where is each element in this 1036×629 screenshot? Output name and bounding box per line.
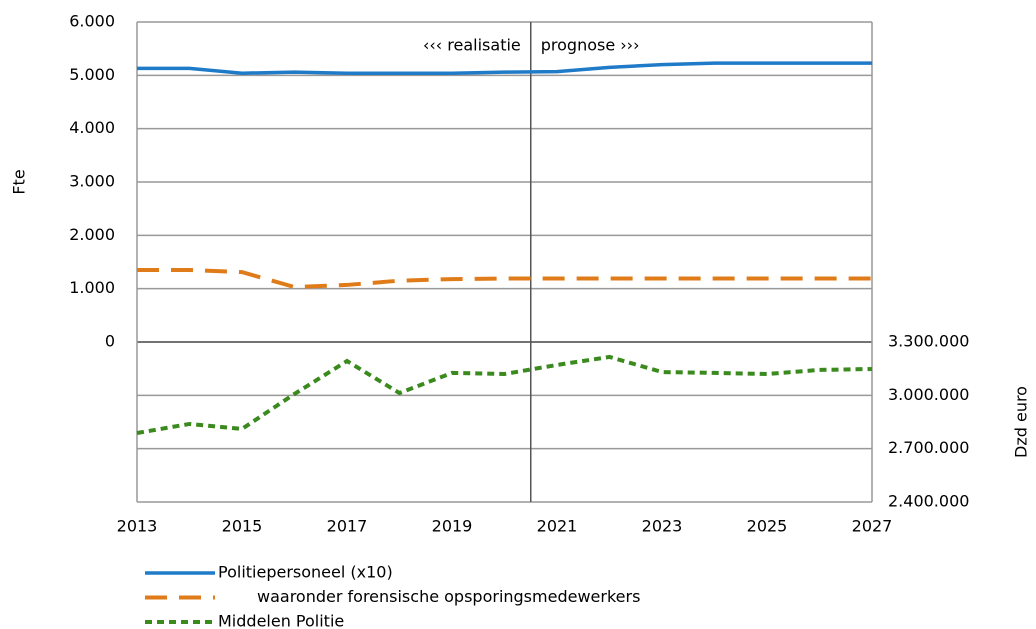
x-tick-label: 2017 bbox=[327, 517, 368, 536]
legend-label: Politiepersoneel (x10) bbox=[218, 563, 393, 582]
y2-tick-label: 3.300.000 bbox=[888, 332, 969, 351]
y2-axis-label: Dzd euro bbox=[1012, 386, 1031, 458]
series-line bbox=[137, 268, 872, 290]
y-tick-label: 3.000 bbox=[69, 172, 115, 191]
y-tick-label: 6.000 bbox=[69, 12, 115, 31]
annotation: prognose ››› bbox=[541, 36, 640, 55]
legend-label: waaronder forensische opsporingsmedewerk… bbox=[257, 587, 640, 606]
y-tick-label: 4.000 bbox=[69, 118, 115, 137]
x-tick-label: 2013 bbox=[117, 517, 158, 536]
y2-tick-label: 2.400.000 bbox=[888, 492, 969, 511]
x-tick-label: 2015 bbox=[222, 517, 263, 536]
y-tick-label: 0 bbox=[105, 332, 115, 351]
series-line bbox=[137, 61, 872, 75]
y-tick-label: 2.000 bbox=[69, 225, 115, 244]
annotation: ‹‹‹ realisatie bbox=[423, 36, 521, 55]
y-tick-label: 1.000 bbox=[69, 278, 115, 297]
y-axis-label: Fte bbox=[10, 169, 29, 194]
x-tick-label: 2027 bbox=[852, 517, 893, 536]
y-tick-label: 5.000 bbox=[69, 65, 115, 84]
series-line bbox=[136, 354, 873, 435]
legend-label: Middelen Politie bbox=[218, 612, 344, 629]
x-tick-label: 2025 bbox=[747, 517, 788, 536]
x-tick-label: 2021 bbox=[537, 517, 578, 536]
x-tick-label: 2019 bbox=[432, 517, 473, 536]
y2-tick-label: 3.000.000 bbox=[888, 385, 969, 404]
x-tick-label: 2023 bbox=[642, 517, 683, 536]
y2-tick-label: 2.700.000 bbox=[888, 438, 969, 457]
